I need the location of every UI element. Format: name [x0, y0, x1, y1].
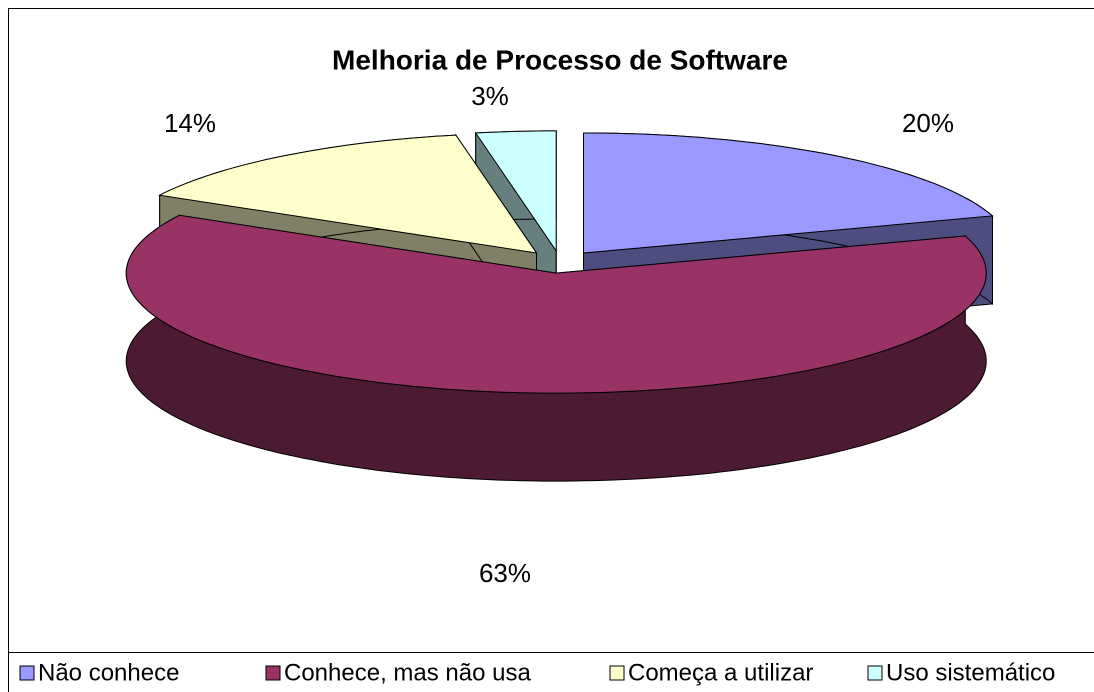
legend-label: Não conhece	[38, 659, 179, 686]
legend-swatch	[19, 665, 35, 681]
legend-swatch	[609, 665, 625, 681]
legend-label: Uso sistemático	[886, 659, 1055, 686]
legend-swatch	[867, 665, 883, 681]
legend-swatch	[265, 665, 281, 681]
slice	[158, 134, 538, 254]
slice	[474, 130, 557, 253]
legend-label: Conhece, mas não usa	[284, 659, 531, 686]
data-label: 14%	[164, 108, 216, 138]
slice	[583, 132, 994, 254]
data-label: 20%	[902, 108, 954, 138]
chart-title: Melhoria de Processo de Software	[332, 44, 788, 75]
data-label: 3%	[471, 81, 509, 111]
legend-label: Começa a utilizar	[628, 659, 813, 686]
data-label: 63%	[479, 558, 531, 588]
slice	[125, 214, 987, 394]
legend-box	[8, 652, 1094, 692]
